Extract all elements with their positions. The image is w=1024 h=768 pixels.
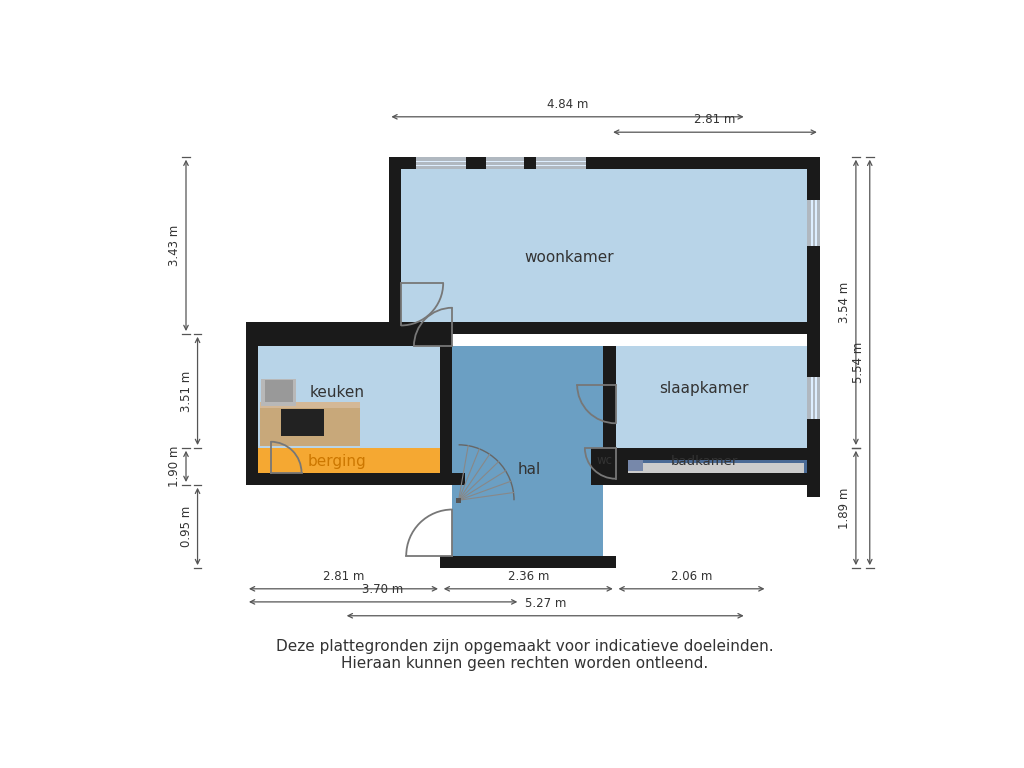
Bar xyxy=(603,322,615,334)
Text: woonkamer: woonkamer xyxy=(524,250,614,265)
Text: keuken: keuken xyxy=(309,385,365,400)
Text: 3.70 m: 3.70 m xyxy=(362,583,403,596)
Bar xyxy=(815,377,816,419)
Bar xyxy=(453,346,603,556)
Bar xyxy=(615,448,628,485)
Text: berging: berging xyxy=(307,454,367,469)
Text: hal: hal xyxy=(518,462,541,477)
Bar xyxy=(440,334,453,346)
Bar xyxy=(388,322,603,334)
Text: 2.81 m: 2.81 m xyxy=(694,113,735,126)
Bar xyxy=(603,448,615,485)
Bar xyxy=(440,556,615,568)
Text: 1.90 m: 1.90 m xyxy=(168,445,181,487)
Bar xyxy=(388,157,400,334)
Bar xyxy=(246,472,465,485)
Text: 0.95 m: 0.95 m xyxy=(180,506,193,547)
Bar xyxy=(258,448,453,472)
Bar xyxy=(416,164,466,166)
Text: 1.89 m: 1.89 m xyxy=(839,487,851,528)
Text: 2.81 m: 2.81 m xyxy=(323,570,365,583)
Bar xyxy=(591,448,807,460)
Bar xyxy=(811,377,813,419)
Bar xyxy=(258,334,453,346)
Bar xyxy=(620,452,643,471)
Bar xyxy=(260,402,360,408)
Bar xyxy=(603,346,615,485)
Bar xyxy=(536,164,586,166)
Bar xyxy=(807,200,819,247)
Bar xyxy=(260,406,360,446)
Bar xyxy=(620,463,804,473)
Bar xyxy=(485,164,524,166)
Text: slaapkamer: slaapkamer xyxy=(659,381,749,396)
Bar xyxy=(485,161,524,162)
Bar xyxy=(416,161,466,162)
Text: 2.06 m: 2.06 m xyxy=(671,570,713,583)
Text: 3.51 m: 3.51 m xyxy=(180,370,193,412)
Bar xyxy=(536,161,586,162)
Text: 4.84 m: 4.84 m xyxy=(547,98,588,111)
Text: 5.54 m: 5.54 m xyxy=(852,342,865,383)
Bar xyxy=(807,157,819,497)
Bar xyxy=(388,322,400,334)
Bar xyxy=(282,409,324,436)
Bar xyxy=(457,498,461,502)
Text: 3.43 m: 3.43 m xyxy=(168,225,181,266)
Bar xyxy=(440,346,453,485)
Bar xyxy=(603,322,819,334)
Bar xyxy=(246,334,258,485)
Bar xyxy=(615,448,807,485)
Bar xyxy=(388,157,819,169)
Text: Hieraan kunnen geen rechten worden ontleend.: Hieraan kunnen geen rechten worden ontle… xyxy=(341,656,709,671)
Bar xyxy=(416,157,466,169)
Text: badkamer: badkamer xyxy=(671,455,738,468)
Bar xyxy=(811,200,813,247)
Bar xyxy=(815,200,816,247)
Bar xyxy=(807,377,819,419)
Bar xyxy=(591,472,807,485)
Text: 2.36 m: 2.36 m xyxy=(508,570,549,583)
Bar xyxy=(261,379,296,406)
Bar xyxy=(258,346,453,448)
Text: 3.54 m: 3.54 m xyxy=(839,282,851,323)
Bar xyxy=(400,169,807,322)
Bar xyxy=(603,472,819,485)
Bar xyxy=(485,157,524,169)
Bar xyxy=(615,346,807,448)
Text: wc: wc xyxy=(596,454,612,467)
Bar xyxy=(594,452,600,470)
Bar xyxy=(591,448,603,485)
Text: Deze plattegronden zijn opgemaakt voor indicatieve doeleinden.: Deze plattegronden zijn opgemaakt voor i… xyxy=(276,639,773,654)
Bar xyxy=(246,322,400,334)
Bar xyxy=(536,157,586,169)
Text: 5.27 m: 5.27 m xyxy=(524,597,566,610)
Bar xyxy=(264,380,293,402)
Bar xyxy=(591,448,603,485)
